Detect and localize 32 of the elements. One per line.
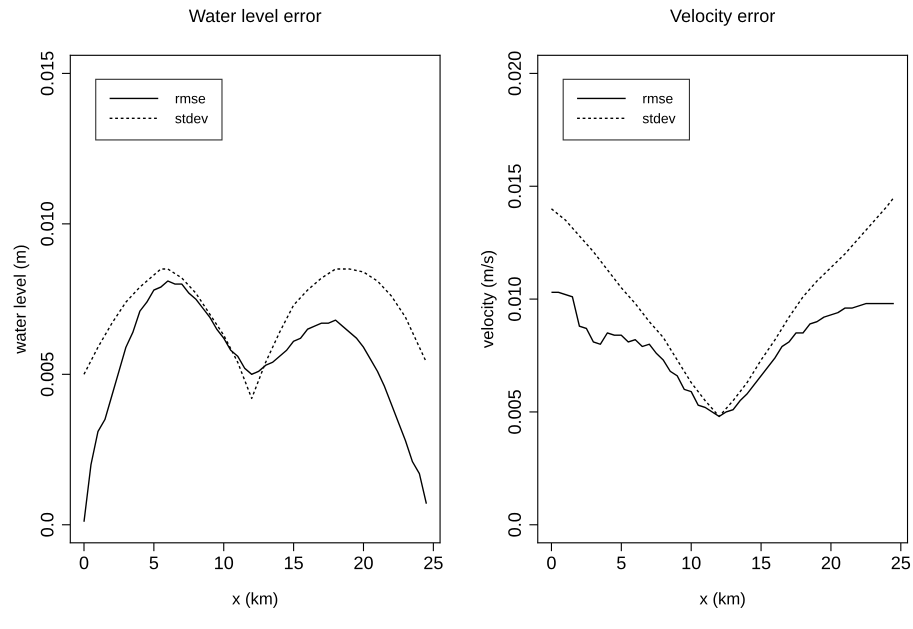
x-tick-label: 15: [284, 556, 303, 570]
legend-label: stdev: [175, 113, 208, 124]
y-tick-label: 0.015: [40, 52, 54, 96]
x-tick-label: 25: [424, 556, 443, 570]
x-tick-label: 5: [150, 556, 158, 570]
y-tick-label: 0.010: [508, 277, 521, 321]
y-tick-label: 0.010: [40, 202, 54, 246]
x-tick-label: 5: [617, 556, 626, 570]
legend-label: rmse: [643, 96, 673, 104]
x-tick-label: 15: [752, 556, 770, 570]
x-tick-label: 0: [547, 556, 556, 570]
y-tick-label: 0.005: [40, 352, 54, 396]
chart-title: Water level error: [188, 8, 322, 22]
x-tick-label: 20: [354, 556, 373, 570]
chart-title: Velocity error: [670, 8, 776, 26]
y-tick-label: 0.005: [508, 390, 521, 434]
y-tick-label: 0.020: [508, 52, 521, 96]
y-tick-label: 0.0: [508, 512, 521, 537]
x-tick-label: 20: [822, 556, 840, 570]
x-tick-label: 0: [80, 556, 88, 570]
x-axis-title: x (km): [700, 592, 745, 608]
legend-label: stdev: [642, 113, 676, 124]
y-axis-title: velocity (m/s): [481, 251, 497, 348]
y-tick-label: 0.0: [40, 512, 54, 537]
x-tick-label: 10: [215, 556, 234, 570]
y-axis-title: water level (m): [14, 245, 30, 354]
y-tick-label: 0.015: [508, 164, 521, 208]
x-axis-title: x (km): [232, 592, 278, 608]
legend-label: rmse: [176, 96, 206, 104]
x-tick-label: 25: [892, 556, 910, 570]
x-tick-label: 10: [682, 556, 701, 570]
line-series: [550, 196, 895, 418]
